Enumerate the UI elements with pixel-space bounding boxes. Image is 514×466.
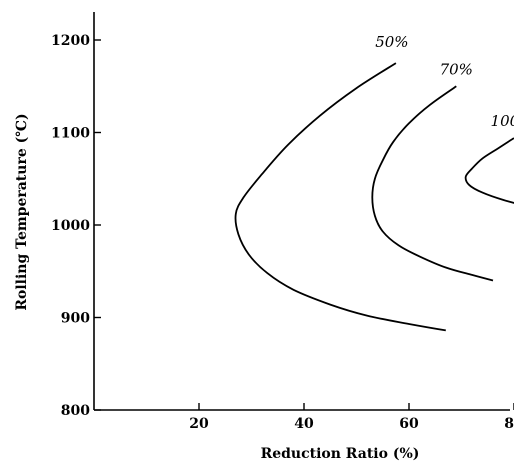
- curve-50-percent: [234, 62, 446, 332]
- y-tick-label-800: 800: [61, 403, 90, 419]
- x-ticks: 20 40 60 80: [189, 403, 514, 432]
- x-tick-label-80: 80: [504, 416, 514, 432]
- y-tick-label-1200: 1200: [51, 33, 90, 49]
- y-tick-label-1000: 1000: [51, 218, 90, 234]
- curve-100-percent: [464, 137, 514, 204]
- axes: [93, 12, 510, 411]
- curves: [234, 62, 514, 332]
- y-ticks: 800 900 1000 1100 1200: [51, 33, 101, 419]
- y-tick-label-900: 900: [61, 311, 90, 327]
- curve-labels: 50% 70% 100%: [375, 33, 514, 130]
- curve-70-percent: [371, 85, 494, 282]
- x-tick-label-20: 20: [189, 416, 209, 432]
- y-tick-label-1100: 1100: [51, 126, 90, 142]
- y-axis-title: Rolling Temperature (℃): [14, 113, 30, 310]
- x-axis-title: Reduction Ratio (%): [261, 446, 420, 462]
- curve-label-100-percent: 100%: [491, 112, 514, 130]
- x-tick-label-40: 40: [294, 416, 314, 432]
- curve-label-50-percent: 50%: [375, 33, 408, 51]
- x-tick-label-60: 60: [399, 416, 419, 432]
- curve-label-70-percent: 70%: [440, 60, 473, 78]
